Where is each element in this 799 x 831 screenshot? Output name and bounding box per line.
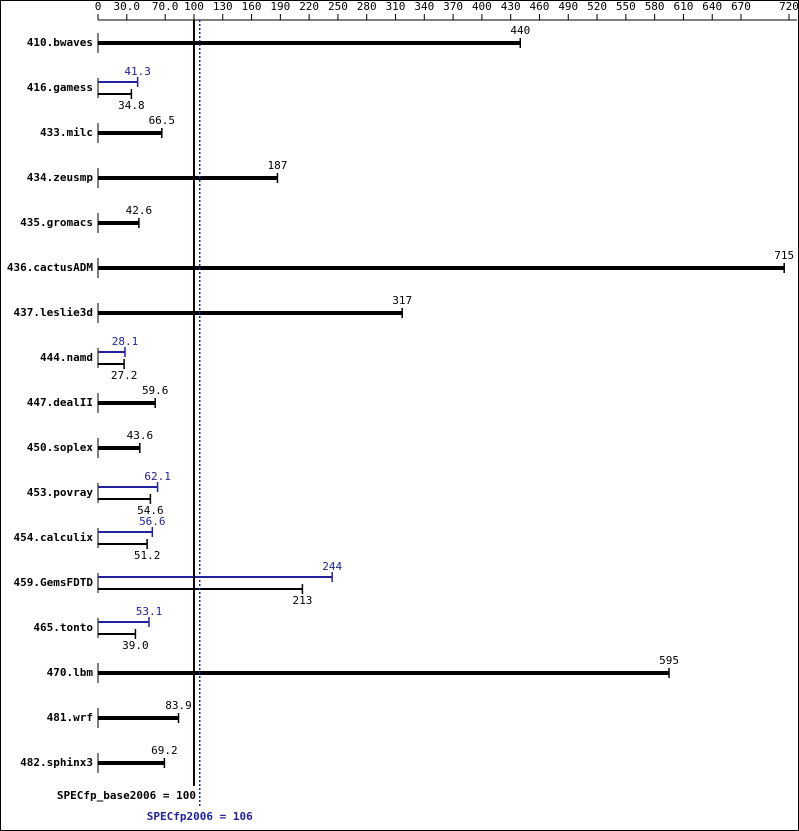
value-label: 27.2 [111, 369, 138, 382]
category-label: 459.GemsFDTD [14, 576, 94, 589]
x-tick-label: 190 [270, 0, 290, 13]
x-tick-label: 30.0 [114, 0, 141, 13]
peak-value-label: 41.3 [124, 65, 151, 78]
peak-value-label: 56.6 [139, 515, 166, 528]
value-label: 66.5 [149, 114, 176, 127]
category-label: 470.lbm [47, 666, 94, 679]
value-label: 213 [292, 594, 312, 607]
category-label: 482.sphinx3 [20, 756, 93, 769]
value-label: 42.6 [126, 204, 153, 217]
x-tick-label: 220 [299, 0, 319, 13]
category-label: 481.wrf [47, 711, 93, 724]
category-label: 434.zeusmp [27, 171, 94, 184]
value-label: 83.9 [165, 699, 192, 712]
x-tick-label: 340 [414, 0, 434, 13]
x-tick-label: 720 [779, 0, 799, 13]
peak-value-label: 28.1 [112, 335, 139, 348]
x-tick-label: 640 [702, 0, 722, 13]
category-label: 435.gromacs [20, 216, 93, 229]
x-tick-label: 670 [731, 0, 751, 13]
value-label: 69.2 [151, 744, 178, 757]
value-label: 440 [510, 24, 530, 37]
category-label: 436.cactusADM [7, 261, 93, 274]
category-label: 410.bwaves [27, 36, 93, 49]
category-label: 447.dealII [27, 396, 93, 409]
x-tick-label: 550 [616, 0, 636, 13]
x-tick-label: 370 [443, 0, 463, 13]
peak-value-label: 53.1 [136, 605, 163, 618]
x-tick-label: 280 [357, 0, 377, 13]
x-tick-label: 400 [472, 0, 492, 13]
value-label: 59.6 [142, 384, 169, 397]
reference-label: SPECfp2006 = 106 [147, 810, 253, 823]
value-label: 317 [392, 294, 412, 307]
reference-label: SPECfp_base2006 = 100 [57, 789, 196, 802]
x-tick-label: 130 [213, 0, 233, 13]
category-label: 454.calculix [14, 531, 94, 544]
value-label: 51.2 [134, 549, 161, 562]
x-tick-label: 100 [184, 0, 204, 13]
x-tick-label: 430 [501, 0, 521, 13]
peak-value-label: 62.1 [144, 470, 171, 483]
x-tick-label: 70.0 [152, 0, 179, 13]
category-label: 450.soplex [27, 441, 94, 454]
value-label: 34.8 [118, 99, 145, 112]
x-tick-label: 520 [587, 0, 607, 13]
value-label: 54.6 [137, 504, 164, 517]
value-label: 715 [774, 249, 794, 262]
x-tick-label: 490 [558, 0, 578, 13]
peak-value-label: 244 [322, 560, 342, 573]
value-label: 595 [659, 654, 679, 667]
category-label: 444.namd [40, 351, 93, 364]
x-tick-label: 250 [328, 0, 348, 13]
value-label: 187 [268, 159, 288, 172]
category-label: 416.gamess [27, 81, 93, 94]
x-tick-label: 310 [386, 0, 406, 13]
category-label: 437.leslie3d [14, 306, 93, 319]
x-tick-label: 580 [645, 0, 665, 13]
category-label: 453.povray [27, 486, 94, 499]
x-tick-label: 460 [530, 0, 550, 13]
value-label: 39.0 [122, 639, 149, 652]
x-tick-label: 610 [673, 0, 693, 13]
category-label: 465.tonto [33, 621, 93, 634]
x-tick-label: 0 [95, 0, 102, 13]
x-tick-label: 160 [242, 0, 262, 13]
category-label: 433.milc [40, 126, 93, 139]
value-label: 43.6 [127, 429, 154, 442]
